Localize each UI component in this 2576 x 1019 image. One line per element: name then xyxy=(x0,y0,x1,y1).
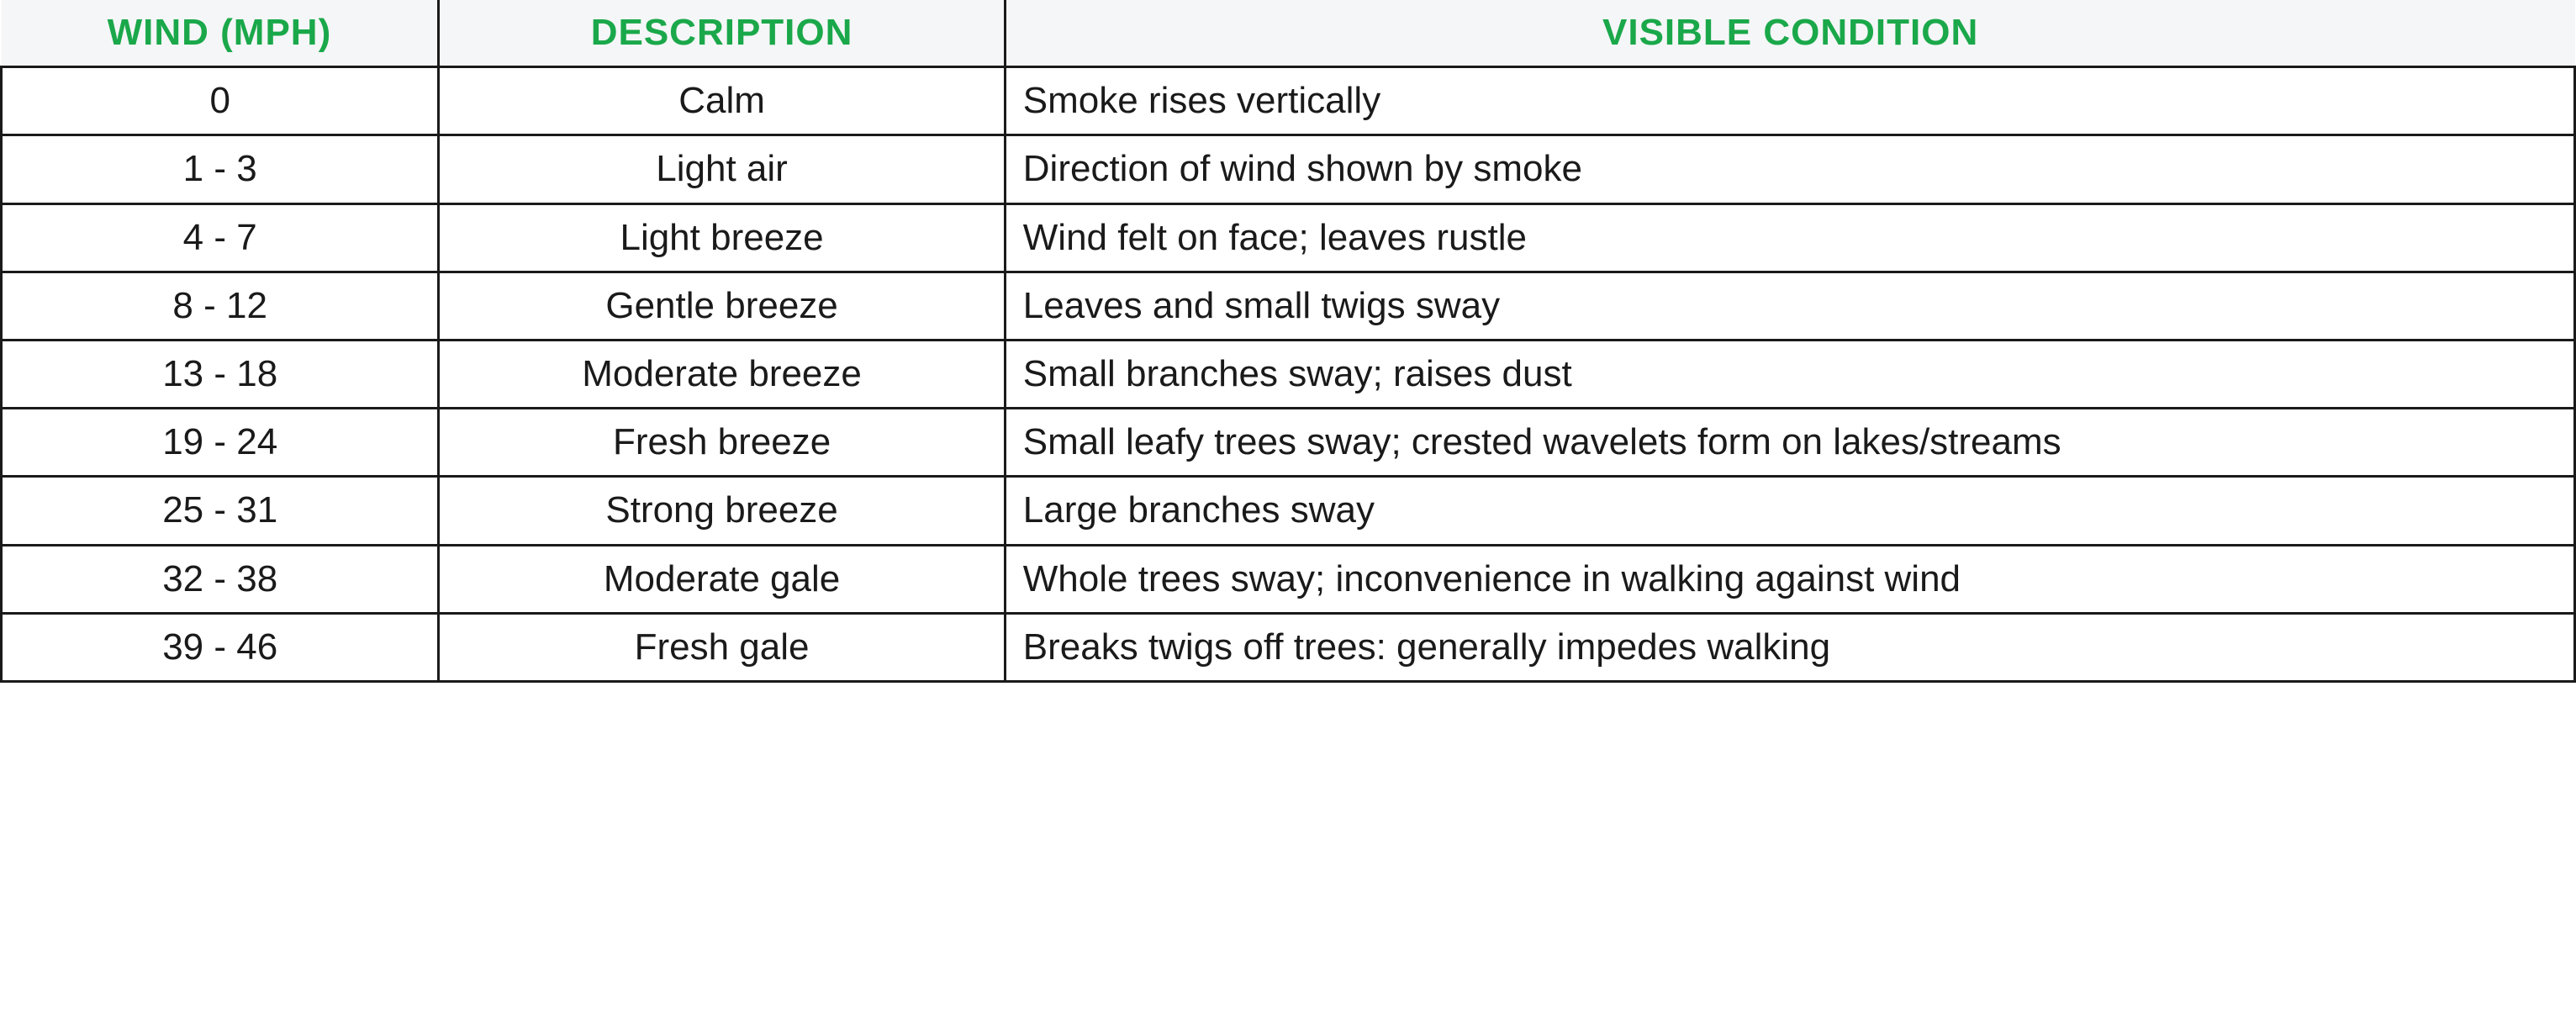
cell-description: Moderate breeze xyxy=(439,340,1005,408)
cell-wind: 32 - 38 xyxy=(2,545,439,613)
cell-wind: 25 - 31 xyxy=(2,477,439,545)
cell-description: Strong breeze xyxy=(439,477,1005,545)
wind-scale-table: WIND (MPH) DESCRIPTION VISIBLE CONDITION… xyxy=(0,0,2576,683)
table-row: 4 - 7 Light breeze Wind felt on face; le… xyxy=(2,203,2575,272)
cell-condition: Large branches sway xyxy=(1005,477,2574,545)
cell-condition: Whole trees sway; inconvenience in walki… xyxy=(1005,545,2574,613)
cell-wind: 19 - 24 xyxy=(2,409,439,477)
col-header-wind: WIND (MPH) xyxy=(2,0,439,67)
table-row: 0 Calm Smoke rises vertically xyxy=(2,67,2575,135)
cell-condition: Leaves and small twigs sway xyxy=(1005,272,2574,340)
col-header-visible-condition: VISIBLE CONDITION xyxy=(1005,0,2574,67)
cell-description: Fresh breeze xyxy=(439,409,1005,477)
cell-description: Light breeze xyxy=(439,203,1005,272)
col-header-description: DESCRIPTION xyxy=(439,0,1005,67)
cell-condition: Smoke rises vertically xyxy=(1005,67,2574,135)
cell-description: Gentle breeze xyxy=(439,272,1005,340)
cell-description: Calm xyxy=(439,67,1005,135)
table-row: 19 - 24 Fresh breeze Small leafy trees s… xyxy=(2,409,2575,477)
table-row: 8 - 12 Gentle breeze Leaves and small tw… xyxy=(2,272,2575,340)
cell-condition: Breaks twigs off trees: generally impede… xyxy=(1005,613,2574,681)
cell-wind: 1 - 3 xyxy=(2,135,439,203)
cell-condition: Wind felt on face; leaves rustle xyxy=(1005,203,2574,272)
cell-description: Light air xyxy=(439,135,1005,203)
table-row: 39 - 46 Fresh gale Breaks twigs off tree… xyxy=(2,613,2575,681)
cell-wind: 39 - 46 xyxy=(2,613,439,681)
cell-description: Fresh gale xyxy=(439,613,1005,681)
cell-condition: Small branches sway; raises dust xyxy=(1005,340,2574,408)
table-header-row: WIND (MPH) DESCRIPTION VISIBLE CONDITION xyxy=(2,0,2575,67)
table-row: 32 - 38 Moderate gale Whole trees sway; … xyxy=(2,545,2575,613)
table-row: 25 - 31 Strong breeze Large branches swa… xyxy=(2,477,2575,545)
cell-wind: 0 xyxy=(2,67,439,135)
cell-condition: Small leafy trees sway; crested wavelets… xyxy=(1005,409,2574,477)
cell-description: Moderate gale xyxy=(439,545,1005,613)
cell-wind: 13 - 18 xyxy=(2,340,439,408)
table-row: 13 - 18 Moderate breeze Small branches s… xyxy=(2,340,2575,408)
cell-condition: Direction of wind shown by smoke xyxy=(1005,135,2574,203)
cell-wind: 8 - 12 xyxy=(2,272,439,340)
cell-wind: 4 - 7 xyxy=(2,203,439,272)
table-body: 0 Calm Smoke rises vertically 1 - 3 Ligh… xyxy=(2,67,2575,682)
table-row: 1 - 3 Light air Direction of wind shown … xyxy=(2,135,2575,203)
wind-scale-table-wrap: WIND (MPH) DESCRIPTION VISIBLE CONDITION… xyxy=(0,0,2576,683)
